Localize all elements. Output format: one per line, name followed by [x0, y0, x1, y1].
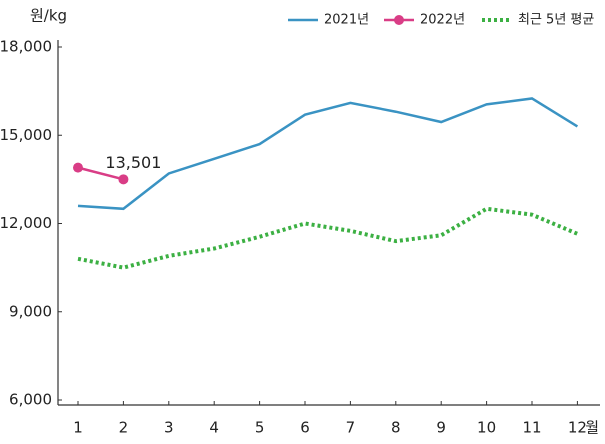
x-tick-label: 1 — [73, 419, 83, 437]
x-tick-label: 2 — [119, 419, 129, 437]
point — [73, 162, 83, 173]
series-line — [77, 166, 124, 181]
y-tick-label: 15,000 — [0, 126, 52, 144]
y-tick-label: 6,000 — [9, 391, 52, 409]
x-tick-label: 3 — [164, 419, 174, 437]
x-tick-label: 8 — [391, 419, 401, 437]
x-tick-label: 9 — [436, 419, 446, 437]
value-label: 13,501 — [105, 153, 161, 172]
x-tick-label: 4 — [209, 419, 219, 437]
x-tick-label: 5 — [255, 419, 265, 437]
x-tick-label: 12 — [568, 419, 587, 437]
y-tick-label: 9,000 — [9, 302, 52, 320]
x-axis-label: 월 — [585, 419, 599, 437]
series-line — [77, 206, 579, 270]
y-tick-label: 12,000 — [0, 214, 52, 232]
legend-label: 2022년 — [420, 13, 465, 28]
x-tick-label: 10 — [477, 419, 496, 437]
legend-label: 최근 5년 평균 — [518, 13, 594, 28]
series-line — [77, 97, 579, 211]
legend-marker — [394, 15, 404, 25]
x-tick-label: 11 — [522, 419, 541, 437]
y-tick-label: 18,000 — [0, 38, 52, 56]
y-axis-label: 원/kg — [30, 7, 67, 25]
legend-label: 2021년 — [324, 13, 369, 28]
x-tick-label: 6 — [300, 419, 310, 437]
x-tick-label: 7 — [346, 419, 356, 437]
point — [118, 174, 129, 185]
